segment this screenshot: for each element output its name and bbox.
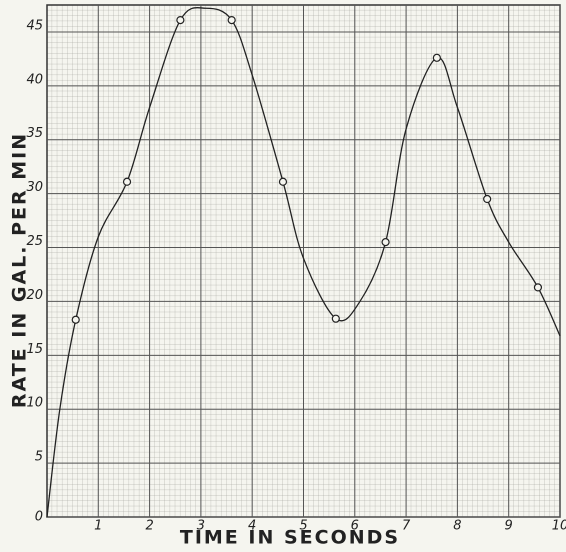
x-tick-label: 10 xyxy=(552,519,566,534)
y-tick-label: 40 xyxy=(26,72,43,87)
y-axis-label: RATE IN GAL. PER MIN xyxy=(9,132,31,408)
y-tick-label: 45 xyxy=(26,18,43,33)
y-tick-label: 20 xyxy=(26,288,43,303)
data-point xyxy=(176,15,185,25)
y-tick-label: 0 xyxy=(35,510,43,525)
y-tick-label: 5 xyxy=(35,450,43,465)
data-point xyxy=(483,194,492,204)
data-point xyxy=(381,238,390,247)
y-tick-label: 10 xyxy=(26,396,43,411)
x-axis-label: TIME IN SECONDS xyxy=(180,527,400,549)
y-tick-label: 25 xyxy=(26,234,43,249)
y-tick-label: 35 xyxy=(26,126,43,141)
x-tick-label: 1 xyxy=(94,519,102,534)
data-point xyxy=(122,177,132,186)
x-tick-label: 3 xyxy=(197,519,205,534)
data-point xyxy=(432,53,441,62)
y-tick-label: 15 xyxy=(26,342,43,357)
y-tick-label: 30 xyxy=(26,180,43,195)
curve xyxy=(46,6,561,518)
data-point xyxy=(278,177,288,186)
x-tick-label: 7 xyxy=(402,519,411,534)
x-tick-label: 9 xyxy=(505,519,513,534)
x-tick-label: 5 xyxy=(299,519,307,534)
data-point xyxy=(71,315,80,324)
x-tick-label: 8 xyxy=(453,519,461,534)
x-tick-label: 6 xyxy=(351,519,359,534)
x-tick-label: 2 xyxy=(145,519,153,534)
data-point xyxy=(227,15,236,25)
data-point xyxy=(533,283,543,292)
data-point xyxy=(331,314,340,323)
x-tick-label: 4 xyxy=(248,519,256,534)
